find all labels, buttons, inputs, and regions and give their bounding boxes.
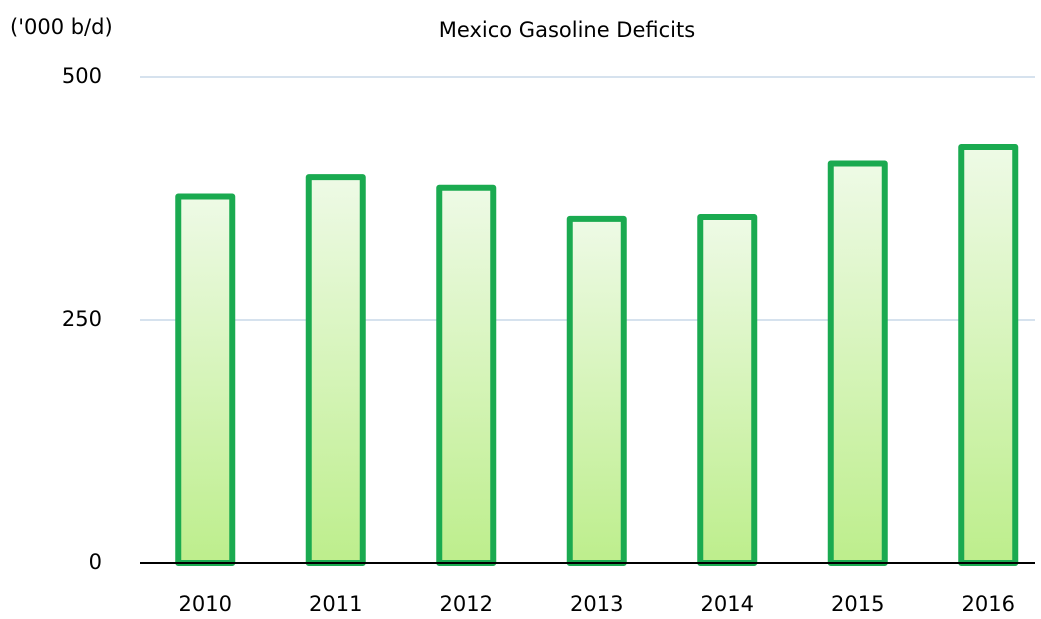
bar <box>305 174 366 566</box>
bar <box>566 215 627 567</box>
x-tick-label: 2016 <box>962 592 1015 616</box>
x-tick-label: 2011 <box>309 592 362 616</box>
bar <box>827 160 888 566</box>
y-tick-label: 0 <box>89 550 102 574</box>
bar <box>697 213 758 567</box>
y-tick-label: 500 <box>62 64 102 88</box>
x-tick-label: 2010 <box>179 592 232 616</box>
x-tick-label: 2012 <box>440 592 493 616</box>
bar <box>958 143 1019 566</box>
x-tick-label: 2013 <box>570 592 623 616</box>
y-axis-label: ('000 b/d) <box>10 15 113 39</box>
bar <box>436 184 497 566</box>
chart-title: Mexico Gasoline Deficits <box>439 18 695 42</box>
bar <box>175 193 236 566</box>
x-tick-label: 2015 <box>831 592 884 616</box>
x-tick-label: 2014 <box>701 592 754 616</box>
y-tick-label: 250 <box>62 307 102 331</box>
